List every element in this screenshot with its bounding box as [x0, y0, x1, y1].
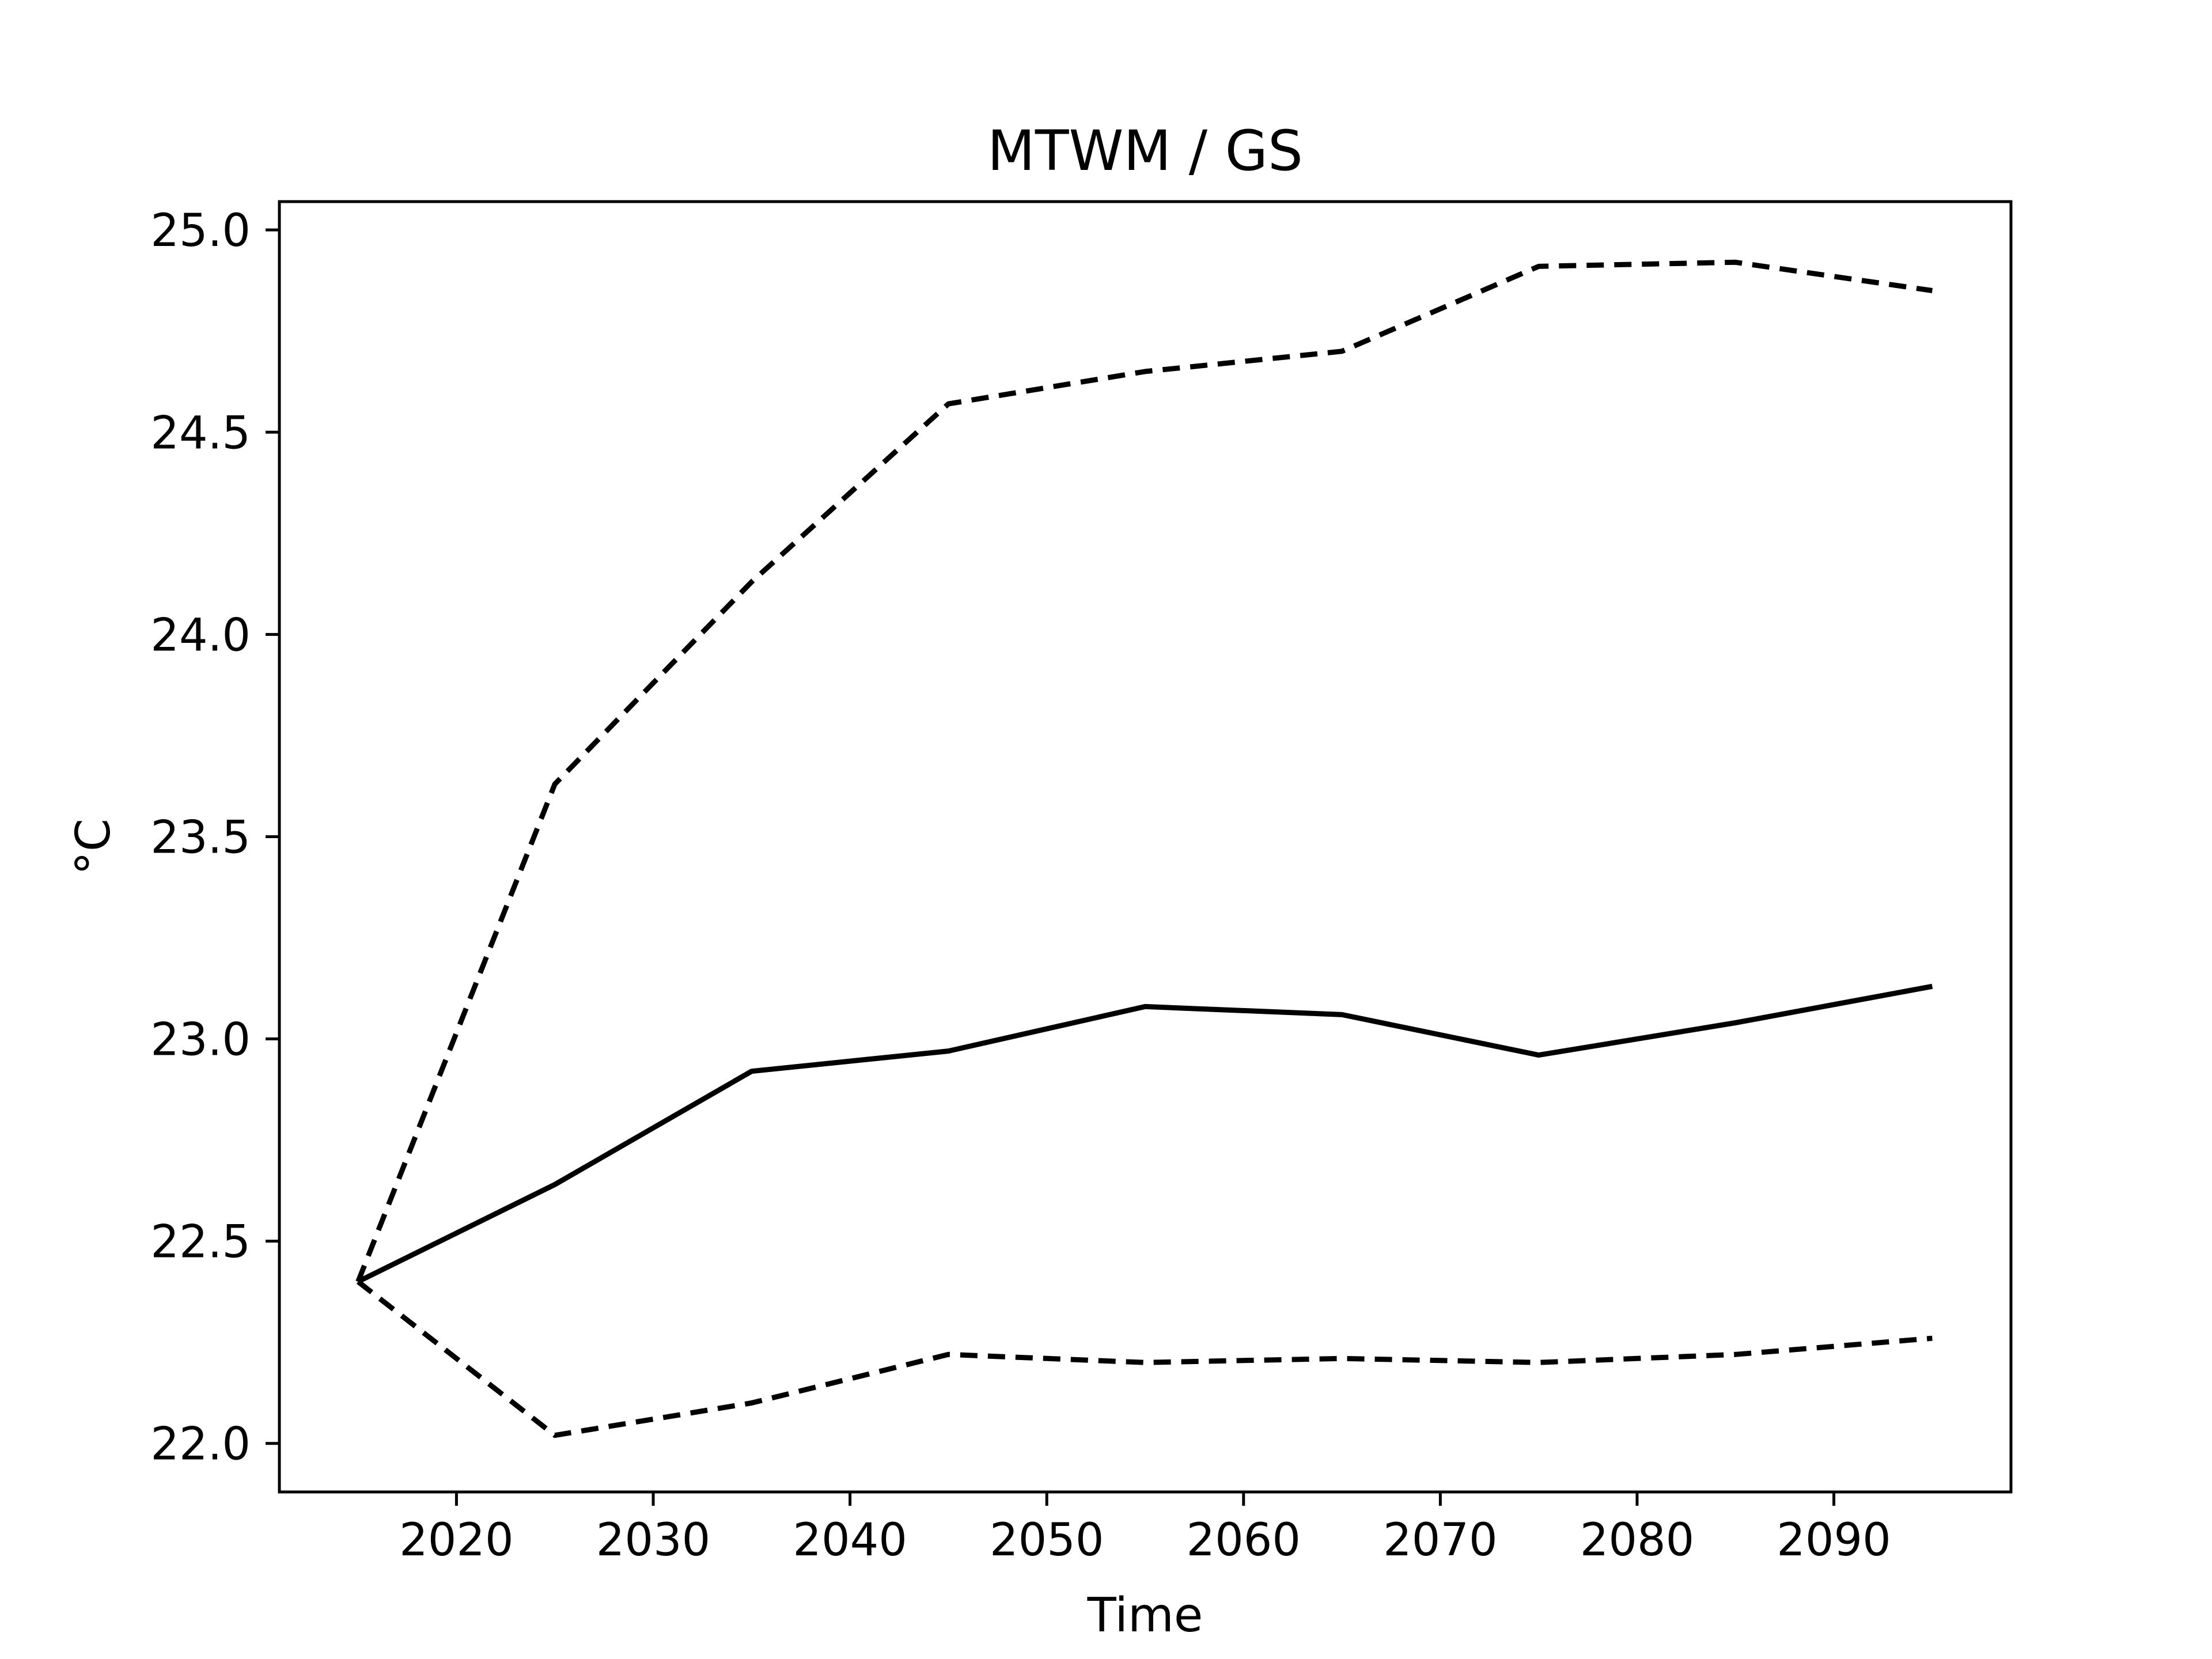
- x-tick-label: 2090: [1777, 1514, 1891, 1566]
- series-line-3: [356, 1279, 1933, 1438]
- x-tick-label: 2020: [399, 1514, 514, 1566]
- y-tick-label: 24.0: [150, 609, 251, 661]
- series-line-2: [355, 259, 1933, 1283]
- y-tick-label: 23.0: [150, 1014, 251, 1066]
- x-tick-label: 2060: [1187, 1514, 1301, 1566]
- y-tick-label: 23.5: [150, 812, 251, 863]
- x-axis-label: Time: [1087, 1588, 1203, 1643]
- y-axis-label: °C: [66, 819, 121, 875]
- x-tick-label: 2050: [990, 1514, 1104, 1566]
- x-tick-label: 2030: [596, 1514, 711, 1566]
- chart-title: MTWM / GS: [987, 119, 1303, 183]
- x-axis: 2020 2030 2040 2050 2060 2070 2080 2090: [399, 1492, 1891, 1566]
- x-tick-label: 2080: [1580, 1514, 1695, 1566]
- series-line-1: [357, 983, 1933, 1284]
- plot-area: [278, 200, 2013, 1494]
- y-tick-label: 25.0: [150, 205, 251, 257]
- x-tick-label: 2040: [793, 1514, 907, 1566]
- x-tick-label: 2070: [1383, 1514, 1498, 1566]
- y-axis: 22.0 22.5 23.0 23.5 24.0 24.5 25.0: [150, 205, 279, 1471]
- y-tick-label: 22.5: [150, 1217, 251, 1268]
- series-layer: [355, 259, 1933, 1438]
- y-tick-label: 24.5: [150, 407, 251, 459]
- y-tick-label: 22.0: [150, 1419, 251, 1471]
